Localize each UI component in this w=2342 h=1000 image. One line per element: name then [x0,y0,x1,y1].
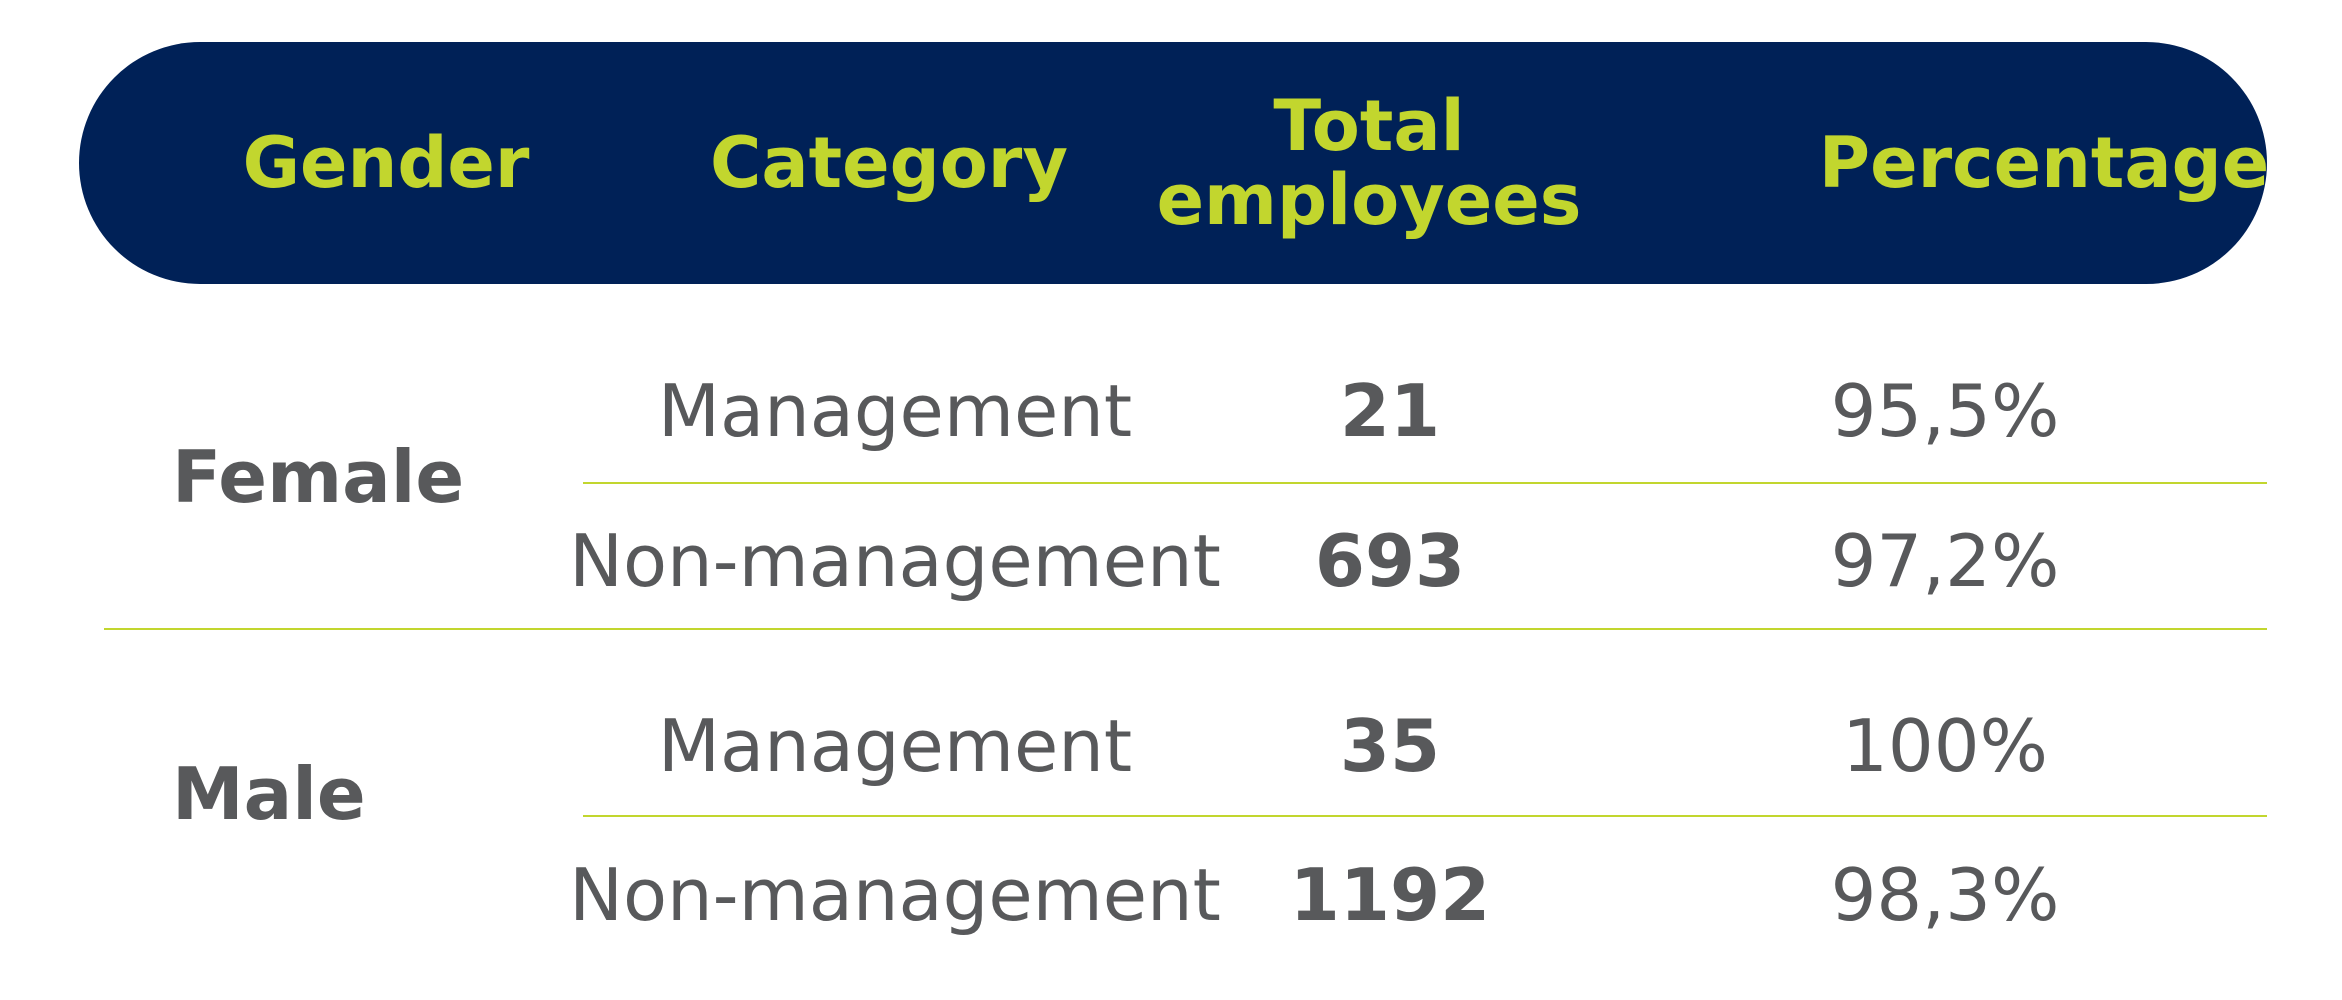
percentage-cell: 97,2% [1830,519,2060,603]
header-gender: Gender [242,122,530,204]
category-cell: Management [657,369,1133,453]
row-divider [583,815,2267,817]
category-cell: Non-management [569,519,1221,603]
header-total-employees: Total employees [1156,85,1582,241]
header-percentage: Percentage [1818,122,2270,204]
group-divider [104,628,2267,630]
category-cell: Management [657,704,1133,788]
total-employees-cell: 1192 [1289,853,1491,937]
percentage-cell: 100% [1842,704,2048,788]
total-employees-cell: 21 [1339,369,1441,453]
percentage-cell: 95,5% [1830,369,2060,453]
percentage-cell: 98,3% [1830,853,2060,937]
table-header: Gender Category Total employees Percenta… [79,42,2269,284]
header-category: Category [710,122,1068,204]
gender-label-female: Female [172,435,465,519]
total-employees-cell: 693 [1314,519,1466,603]
category-cell: Non-management [569,853,1221,937]
total-employees-cell: 35 [1339,704,1441,788]
gender-label-male: Male [172,752,366,836]
row-divider [583,482,2267,484]
